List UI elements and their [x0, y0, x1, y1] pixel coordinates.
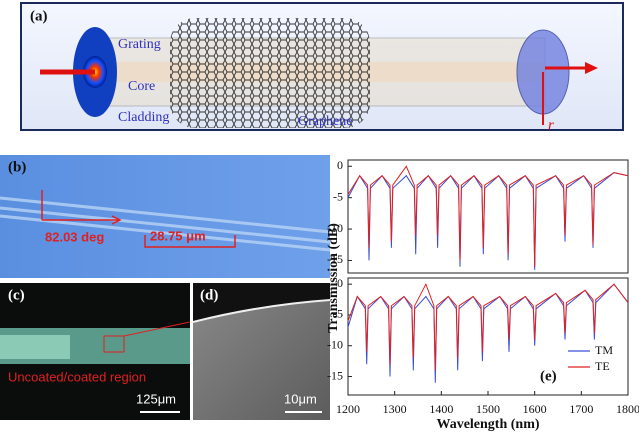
y-tick-label: -10: [327, 337, 343, 351]
panel-b: (b) 82.03 deg 28.75 μm: [0, 155, 331, 278]
label: Core: [128, 79, 155, 94]
period-marker: [144, 235, 236, 248]
x-tick-label: 1300: [383, 402, 407, 416]
legend-label: TM: [595, 343, 613, 357]
panel-c: (c) Uncoated/coated region 125μm: [0, 283, 191, 420]
y-tick-label: -15: [327, 368, 343, 382]
series-line: [347, 283, 629, 383]
x-tick-label: 1400: [429, 402, 453, 416]
panel-label: (a): [30, 8, 48, 24]
y-axis-label: Transmission (dB): [326, 223, 341, 333]
label: Cladding: [118, 110, 169, 125]
y-tick-label: -15: [327, 252, 343, 266]
y-tick-label: -10: [327, 221, 343, 235]
x-tick-label: 1600: [523, 402, 547, 416]
series-line: [347, 282, 629, 371]
background: [193, 283, 330, 322]
x-tick-label: 1700: [569, 402, 593, 416]
graphene-sheet: [170, 18, 370, 128]
zoom-arrow: [123, 321, 191, 337]
label: Grating: [118, 37, 161, 52]
series-line: [347, 165, 629, 267]
arrow-head: [585, 62, 598, 74]
x-axis-label: Wavelength (nm): [436, 417, 539, 432]
panel-label: (d): [200, 287, 218, 303]
y-tick-label: 0: [337, 276, 343, 290]
y-tick-label: -5: [333, 307, 343, 321]
panel-d: (d) 10μm: [192, 283, 331, 420]
label: 28.75 μm: [150, 228, 206, 243]
legend-label: TE: [595, 359, 610, 373]
panel-label: (b): [8, 159, 26, 175]
edge: [192, 299, 331, 323]
plot-frame: [347, 277, 629, 396]
y-tick-label: -5: [333, 189, 343, 203]
panel-label: (e): [540, 368, 557, 384]
x-tick-label: 1800: [616, 402, 639, 416]
label: Uncoated/coated region: [8, 369, 146, 384]
plot-frame: [347, 159, 629, 274]
zoom-box: [103, 335, 125, 353]
panel-label: (c): [8, 287, 25, 303]
label: 82.03 deg: [45, 229, 104, 244]
angle-marker: [41, 190, 122, 225]
label: Graphene: [298, 114, 352, 129]
y-tick-label: 0: [337, 158, 343, 172]
label: r: [548, 117, 554, 133]
panel-a: (a) Grating Core Cladding Graphene r: [20, 2, 624, 133]
x-tick-label: 1500: [476, 402, 500, 416]
scale-label: 10μm: [284, 391, 317, 406]
fringes: [0, 196, 331, 252]
x-tick-label: 1200: [336, 402, 360, 416]
uncoated: [0, 335, 70, 359]
scale-label: 125μm: [136, 391, 176, 406]
